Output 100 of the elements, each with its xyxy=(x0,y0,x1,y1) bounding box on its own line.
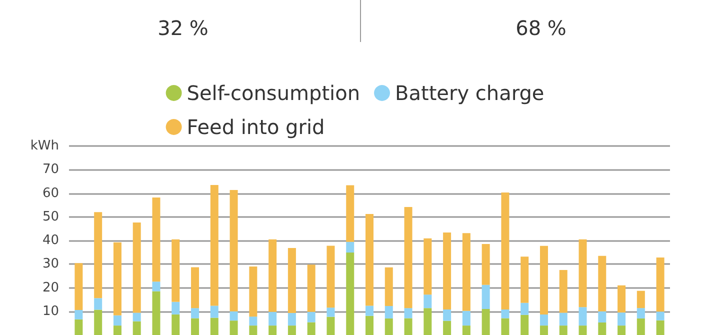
bar xyxy=(74,310,83,320)
bar xyxy=(268,326,277,335)
bar xyxy=(366,214,374,306)
bar xyxy=(501,318,510,335)
y-tick-label: 40 xyxy=(42,233,59,248)
bar xyxy=(94,212,102,298)
bar xyxy=(94,298,102,310)
bar xyxy=(113,326,122,335)
bar xyxy=(636,290,645,308)
bar xyxy=(424,308,432,335)
y-tick-label: 50 xyxy=(42,209,59,224)
bar xyxy=(94,310,102,335)
bar xyxy=(462,326,470,335)
bar xyxy=(598,322,606,335)
bar xyxy=(191,308,200,318)
legend-label: Battery charge xyxy=(395,81,544,105)
y-tick-label: kWh xyxy=(30,138,59,154)
bar xyxy=(501,192,510,310)
bar xyxy=(152,291,160,335)
bar xyxy=(172,314,180,335)
bar xyxy=(656,320,664,335)
bar xyxy=(656,258,664,312)
bar xyxy=(618,285,626,313)
bar xyxy=(152,282,160,292)
text: 68 % xyxy=(514,16,568,40)
bar xyxy=(152,198,160,282)
bar xyxy=(424,238,432,295)
bar xyxy=(482,284,490,310)
bar xyxy=(559,270,568,313)
bar xyxy=(346,252,354,335)
bar xyxy=(288,313,296,326)
bar xyxy=(230,320,238,335)
bar xyxy=(307,322,316,335)
bar xyxy=(268,239,277,312)
bar xyxy=(172,239,180,302)
bar xyxy=(249,316,258,326)
bar xyxy=(578,307,587,326)
bar xyxy=(210,306,218,318)
bar xyxy=(462,310,470,326)
bar xyxy=(578,326,587,335)
bar xyxy=(384,306,393,318)
bar xyxy=(230,311,238,321)
bar xyxy=(404,308,412,318)
bar xyxy=(618,326,626,335)
bar xyxy=(520,302,529,315)
bar xyxy=(74,319,83,335)
bar xyxy=(346,242,354,253)
bar xyxy=(404,318,412,335)
bar xyxy=(559,326,568,335)
bar xyxy=(132,222,141,313)
bar xyxy=(113,315,122,326)
bar xyxy=(501,309,510,318)
bar xyxy=(230,190,238,312)
bar xyxy=(326,316,335,335)
bar xyxy=(540,246,548,314)
bar xyxy=(598,311,606,322)
bar xyxy=(172,302,180,314)
bar xyxy=(384,267,393,306)
bar xyxy=(443,309,452,321)
bar xyxy=(191,318,200,335)
bar xyxy=(210,318,218,335)
y-tick-label: 30 xyxy=(42,256,59,272)
bar xyxy=(191,267,200,308)
bar xyxy=(113,242,122,316)
bar xyxy=(288,326,296,335)
bar xyxy=(307,264,316,312)
bar xyxy=(326,308,335,317)
bar xyxy=(618,312,626,326)
bar xyxy=(249,266,258,317)
bar xyxy=(384,318,393,335)
bar xyxy=(74,263,83,310)
y-tick-label: 70 xyxy=(42,162,59,178)
bar xyxy=(540,326,548,335)
bar xyxy=(366,316,374,335)
bar xyxy=(404,206,412,308)
bar xyxy=(346,185,354,242)
bar xyxy=(268,312,277,326)
bar xyxy=(520,314,529,335)
bar xyxy=(424,294,432,308)
y-tick-label: 10 xyxy=(42,304,59,319)
bar xyxy=(366,306,374,316)
bar xyxy=(249,326,258,335)
text: 32 % xyxy=(156,16,210,40)
bar xyxy=(578,239,587,308)
bar xyxy=(443,320,452,335)
bar xyxy=(443,232,452,310)
bar xyxy=(210,184,218,306)
bar xyxy=(132,312,141,322)
bar xyxy=(482,309,490,335)
y-tick-label: 60 xyxy=(42,186,59,201)
bar xyxy=(598,256,606,312)
bar xyxy=(132,321,141,335)
bar xyxy=(559,312,568,326)
bar xyxy=(636,318,645,335)
bar xyxy=(656,312,664,320)
bar xyxy=(288,248,296,314)
legend-label: Feed into grid xyxy=(186,115,325,139)
bar xyxy=(520,256,529,303)
bar xyxy=(540,314,548,326)
bar xyxy=(307,312,316,322)
